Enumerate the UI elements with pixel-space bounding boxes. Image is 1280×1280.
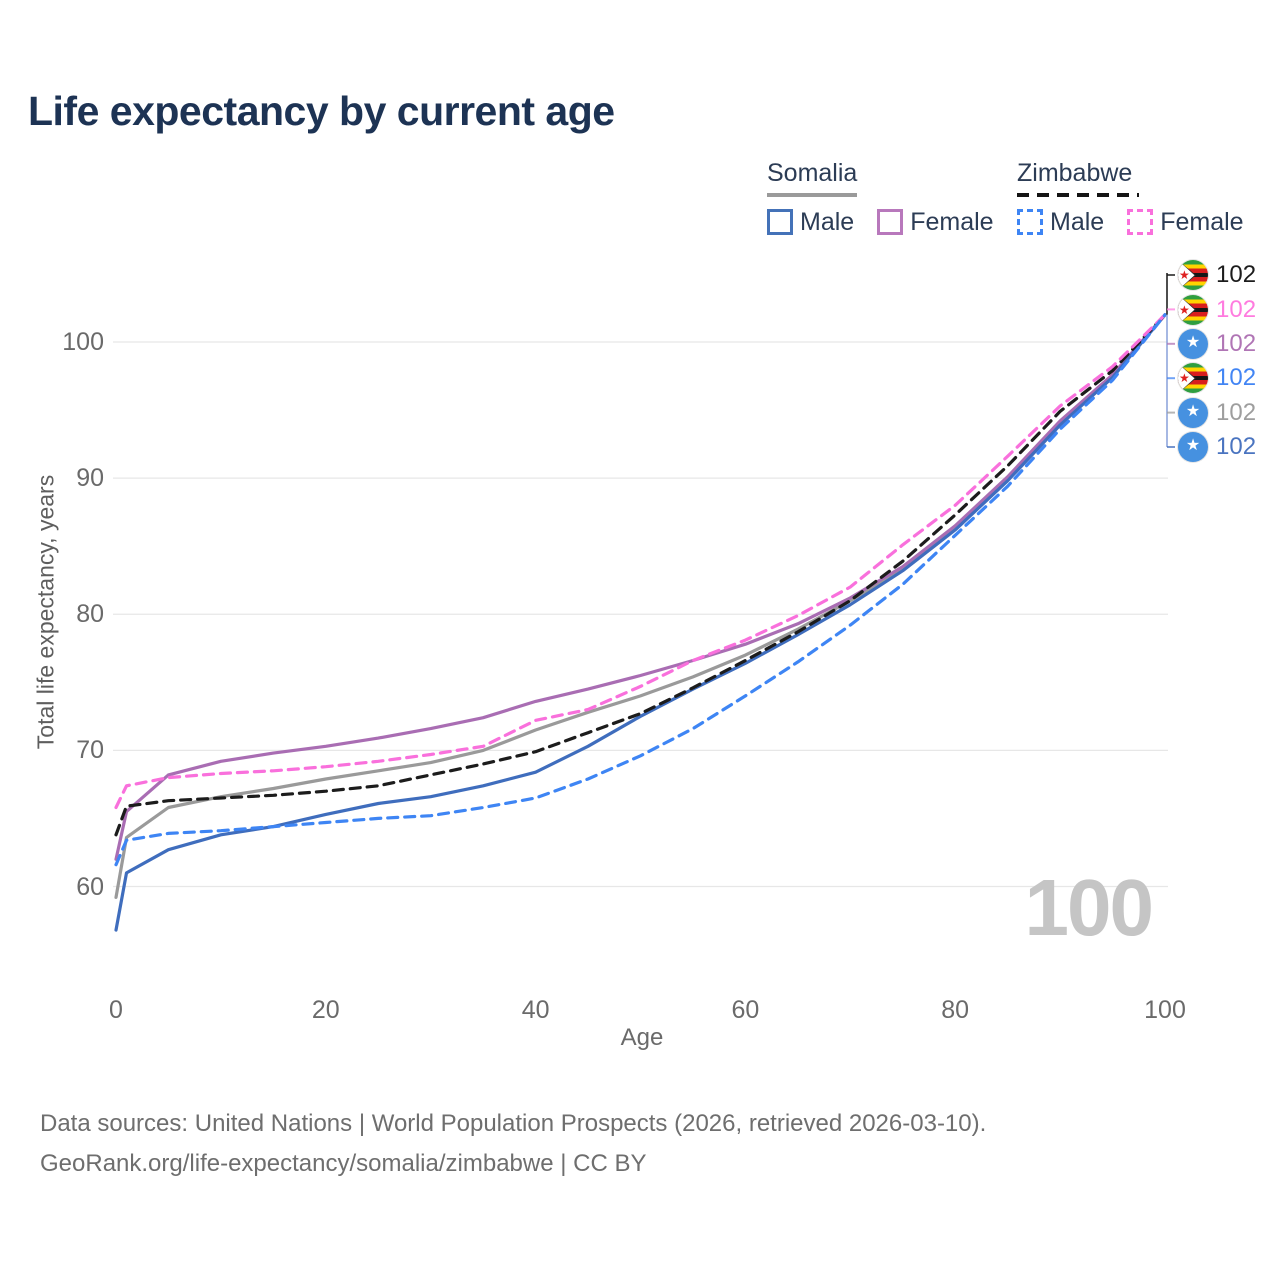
footer-url-line: GeoRank.org/life-expectancy/somalia/zimb…	[40, 1150, 647, 1177]
footer: Data sources: United Nations | World Pop…	[40, 1104, 986, 1184]
end-label-row-zimbabwe-female: ★ 102	[1178, 292, 1256, 326]
y-tick-label: 70	[76, 736, 104, 765]
end-label-row-zimbabwe-male: ★ 102	[1178, 361, 1256, 395]
end-label-value: 102	[1216, 295, 1257, 323]
legend-swatch-zimbabwe-female	[1127, 209, 1154, 235]
somalia-flag-icon: ★	[1178, 397, 1208, 428]
y-tick-label: 100	[62, 328, 104, 356]
end-label-row-zimbabwe: ★ 102	[1178, 258, 1256, 292]
end-label-row-somalia-male: ★ 102	[1178, 430, 1256, 464]
legend-item-zimbabwe-male[interactable]: Male	[1017, 208, 1104, 237]
page-title: Life expectancy by current age	[28, 88, 615, 134]
legend-item-somalia-female[interactable]: Female	[877, 207, 994, 237]
x-tick-label: 40	[521, 996, 550, 1024]
legend-country-zimbabwe: Zimbabwe	[1017, 159, 1133, 187]
series-line-somalia-female	[114, 313, 1167, 861]
legend-group-zimbabwe: Zimbabwe Male Female	[1017, 159, 1244, 237]
legend-group-somalia: Somalia Male Female	[767, 159, 994, 237]
y-tick-label: 80	[76, 600, 104, 629]
legend-item-label: Male	[800, 207, 855, 236]
end-label-value: 102	[1216, 329, 1257, 357]
x-tick-label: 100	[1144, 996, 1186, 1024]
x-tick-label: 0	[109, 996, 123, 1024]
x-axis-title: Age	[620, 1024, 664, 1051]
zimbabwe-flag-icon: ★	[1178, 363, 1208, 394]
legend-swatch-somalia-female	[877, 209, 904, 235]
legend-swatch-somalia-male	[767, 209, 793, 235]
age-watermark: 100	[1024, 863, 1154, 952]
somalia-flag-icon: ★	[1178, 328, 1208, 359]
end-label-row-somalia-female: ★ 102	[1178, 327, 1256, 361]
star-icon: ★	[1179, 371, 1190, 386]
end-label-value: 102	[1216, 261, 1257, 289]
legend-items-zimbabwe: Male Female	[1017, 208, 1244, 237]
end-label-value: 102	[1216, 364, 1257, 392]
x-tick-label: 60	[731, 996, 760, 1024]
series-line-zimbabwe-male	[114, 313, 1167, 867]
legend-item-label: Male	[1050, 207, 1105, 236]
star-icon: ★	[1185, 437, 1201, 455]
series-line-zimbabwe-both	[114, 313, 1167, 837]
legend-item-label: Female	[910, 207, 994, 236]
end-label-value: 102	[1216, 433, 1257, 461]
legend-item-zimbabwe-female[interactable]: Female	[1127, 207, 1244, 237]
series-line-somalia-male	[114, 313, 1167, 932]
legend-swatch-zimbabwe-male	[1017, 209, 1043, 235]
end-value-labels: ★ 102 ★ 102 ★ 102 ★ 102 ★ 102 ★ 102	[1178, 258, 1256, 464]
end-label-row-somalia: ★ 102	[1178, 396, 1256, 430]
series-line-zimbabwe-female	[114, 313, 1167, 810]
star-icon: ★	[1185, 333, 1201, 351]
y-tick-label: 90	[76, 464, 104, 493]
legend-country-somalia: Somalia	[767, 159, 858, 187]
x-tick-label: 20	[311, 996, 340, 1024]
legend-items-somalia: Male Female	[767, 208, 994, 237]
legend-item-label: Female	[1160, 207, 1244, 236]
somalia-flag-icon: ★	[1178, 432, 1208, 463]
legend-underline-zimbabwe	[1017, 192, 1139, 197]
legend-underline-somalia	[767, 192, 857, 197]
star-icon: ★	[1179, 268, 1190, 283]
end-label-value: 102	[1216, 398, 1257, 426]
y-tick-label: 60	[76, 872, 104, 901]
x-tick-label: 80	[941, 996, 970, 1024]
legend-item-somalia-male[interactable]: Male	[767, 208, 854, 237]
star-icon: ★	[1185, 402, 1201, 420]
zimbabwe-flag-icon: ★	[1178, 260, 1208, 291]
series-line-somalia-both	[114, 313, 1167, 900]
footer-source-line: Data sources: United Nations | World Pop…	[40, 1110, 987, 1137]
zimbabwe-flag-icon: ★	[1178, 294, 1208, 325]
star-icon: ★	[1179, 302, 1190, 317]
